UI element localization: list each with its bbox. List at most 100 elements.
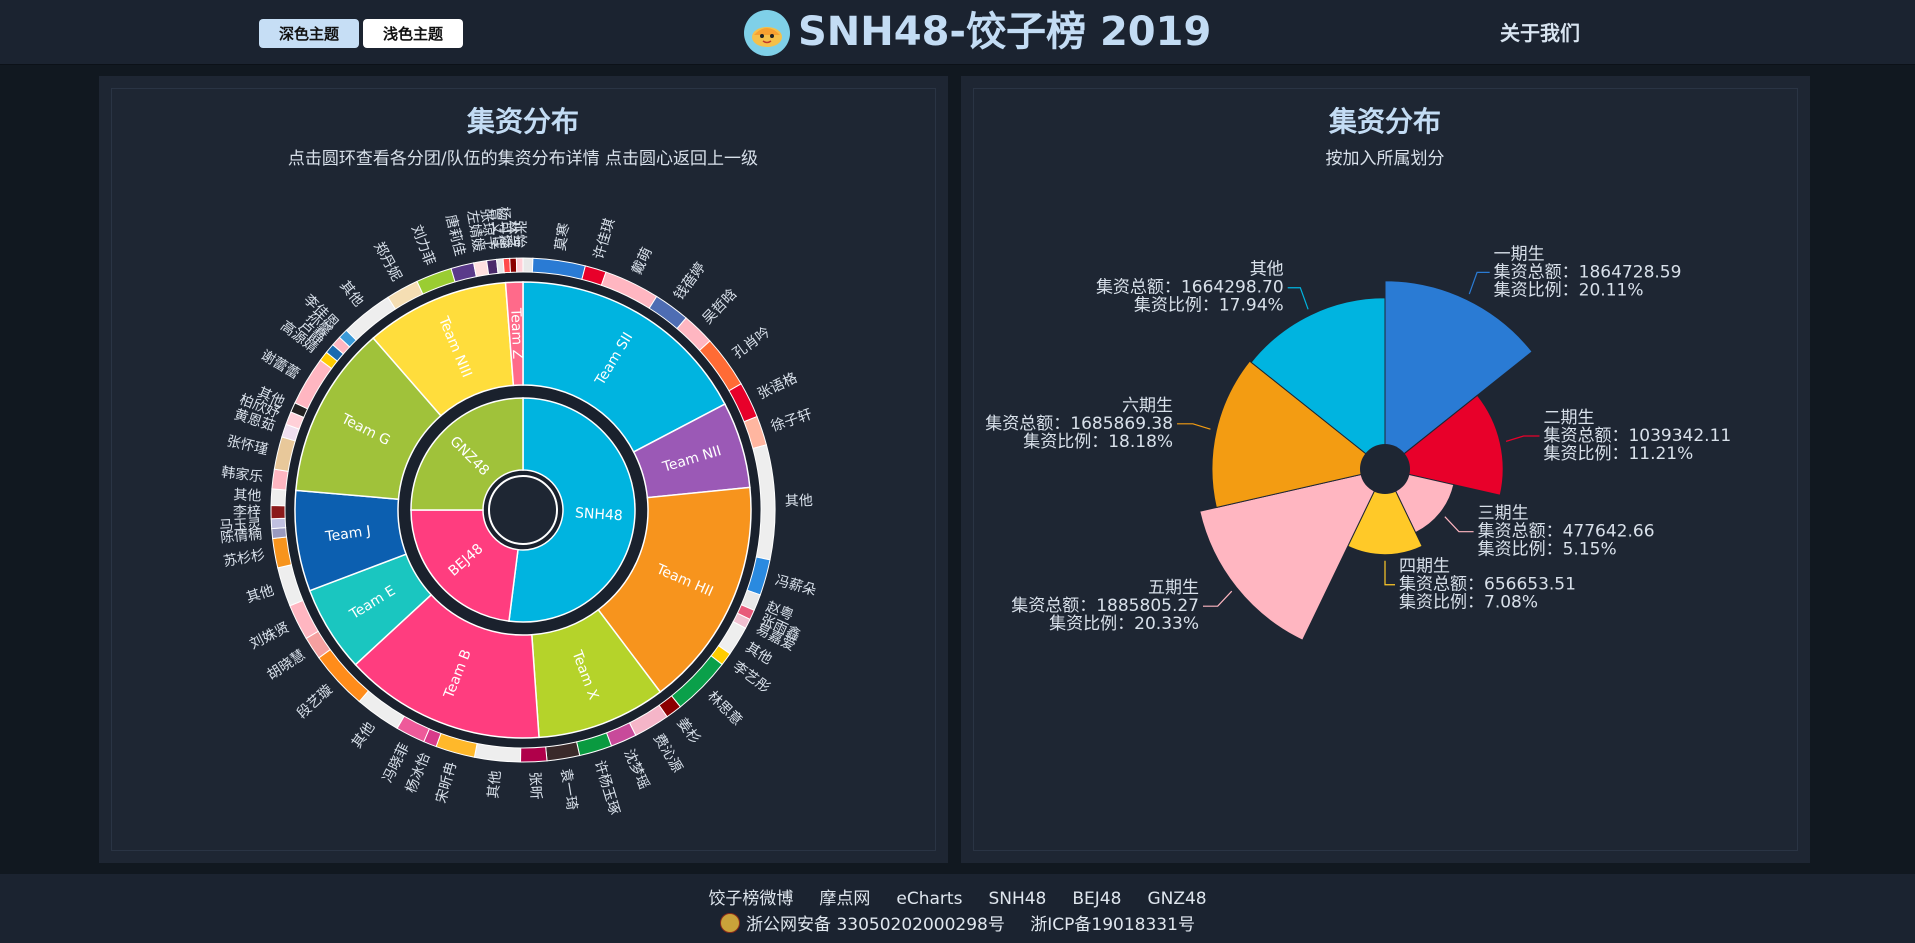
sunburst-member-label: 费沁源: [650, 731, 685, 775]
dark-theme-button[interactable]: 深色主题: [259, 19, 359, 48]
chart-title: 集资分布: [1328, 105, 1441, 138]
sunburst-member-label: 林芝: [504, 220, 521, 249]
sunburst-group-segment[interactable]: [508, 397, 636, 623]
sunburst-chart[interactable]: 集资分布 点击圆环查看各分团/队伍的集资分布详情 点击圆心返回上一级 SNH48…: [99, 76, 948, 863]
sunburst-member-label: 林思意: [704, 687, 746, 729]
rose-leader-line: [1202, 590, 1233, 607]
sunburst-team-segment-label: Team Z: [507, 307, 525, 360]
rose-slice-name: 二期生: [1543, 408, 1594, 428]
sunburst-group-segment-label: SNH48: [575, 505, 624, 524]
rose-pie-chart[interactable]: 集资分布 按加入所属划分 一期生集资总额：1864728.59集资比例：20.1…: [961, 76, 1810, 863]
sunburst-member-label: 徐子轩: [769, 407, 814, 435]
sunburst-member-label: 其他: [785, 493, 813, 510]
sunburst-member-label: 谢蕾蕾: [258, 347, 302, 382]
rose-slice-name: 六期生: [1122, 396, 1173, 416]
rose-leader-line: [1468, 271, 1490, 295]
sunburst-member-label: 张琼予: [477, 207, 498, 251]
rose-slice[interactable]: [1250, 297, 1386, 471]
sunburst-member-segment[interactable]: [522, 257, 534, 273]
footer-link[interactable]: 摩点网: [819, 889, 871, 909]
sunburst-member-label: 韩家乐: [220, 464, 264, 486]
rose-slice-name: 一期生: [1494, 244, 1545, 264]
footer-link[interactable]: BEJ48: [1072, 889, 1122, 909]
sunburst-member-segment[interactable]: [270, 517, 287, 530]
sunburst-panel: 集资分布 点击圆环查看各分团/队伍的集资分布详情 点击圆心返回上一级 SNH48…: [99, 76, 948, 863]
sunburst-member-label: 唐莉佳: [442, 213, 469, 258]
sunburst-group-segment[interactable]: [410, 397, 524, 511]
sunburst-member-label: 宋昕冉: [433, 760, 460, 805]
rose-slice-total: 集资总额：1039342.11: [1543, 426, 1731, 446]
rose-slice-total: 集资总额：1885805.27: [1011, 596, 1199, 616]
footer-link[interactable]: 饺子榜微博: [708, 889, 794, 909]
sunburst-member-label: 张昕: [526, 771, 543, 800]
sunburst-member-label: 冯薪朵: [773, 573, 818, 600]
sunburst-member-segment[interactable]: [271, 527, 288, 540]
sunburst-member-label: 苏杉杉: [222, 547, 266, 570]
rose-slice[interactable]: [1211, 360, 1387, 509]
footer-link[interactable]: eCharts: [896, 889, 963, 909]
sunburst-member-label: 孔肖吟: [730, 324, 773, 362]
sunburst-team-segment[interactable]: [597, 486, 752, 694]
police-record[interactable]: 浙公网安备 33050202000298号: [720, 913, 1005, 935]
sunburst-member-label: 段艺璇: [294, 682, 336, 722]
icp-record[interactable]: 浙ICP备19018331号: [1030, 915, 1195, 935]
rose-slice-ratio: 集资比例：5.15%: [1478, 540, 1617, 560]
sunburst-member-label: 胡晓慧: [264, 647, 308, 683]
rose-slice-total: 集资总额：656653.51: [1399, 575, 1576, 595]
sunburst-group-segment[interactable]: [410, 509, 519, 622]
rose-slice-name: 三期生: [1478, 504, 1529, 524]
rose-leader-line: [1177, 423, 1211, 430]
rose-slice[interactable]: [1384, 280, 1533, 471]
sunburst-member-segment[interactable]: [472, 260, 490, 278]
sunburst-member-label: 许杨玉琢: [591, 759, 622, 817]
rose-slice[interactable]: [1383, 394, 1504, 496]
sunburst-member-label: 刘力菲: [408, 223, 438, 268]
sunburst-member-label: 郑丹妮: [370, 239, 404, 284]
sunburst-member-segment[interactable]: [270, 504, 286, 520]
sunburst-member-label: 张怡: [511, 220, 527, 248]
sunburst-member-label: 其他: [486, 770, 505, 799]
rose-slice-name: 四期生: [1399, 557, 1450, 577]
rose-slice-ratio: 集资比例：7.08%: [1399, 593, 1538, 613]
chart-subtitle: 点击圆环查看各分团/队伍的集资分布详情 点击圆心返回上一级: [288, 149, 758, 169]
rose-slice-name: 五期生: [1148, 578, 1199, 598]
footer-link[interactable]: SNH48: [988, 889, 1047, 909]
sunburst-member-label: 其他: [336, 278, 366, 310]
sunburst-team-segment[interactable]: [504, 281, 524, 387]
footer-records: 浙公网安备 33050202000298号 浙ICP备19018331号: [0, 910, 1915, 935]
rose-slice-total: 集资总额：1664298.70: [1096, 278, 1284, 298]
police-badge-icon: [720, 913, 741, 933]
sunburst-member-segment[interactable]: [270, 488, 287, 507]
light-theme-button[interactable]: 浅色主题: [363, 19, 463, 48]
chart-title: 集资分布: [466, 105, 579, 138]
sunburst-member-label: 袁一琦: [557, 767, 580, 811]
sunburst-member-segment[interactable]: [515, 257, 524, 273]
rose-slice-ratio: 集资比例：20.33%: [1049, 614, 1199, 634]
sunburst-member-segment[interactable]: [509, 257, 518, 273]
rose-slice[interactable]: [1199, 468, 1386, 641]
rose-slice-ratio: 集资比例：11.21%: [1543, 444, 1693, 464]
rose-center-hole: [1360, 444, 1410, 494]
site-title: SNH48-饺子榜 2019: [798, 9, 1212, 55]
sunburst-member-label: 刘姝贤: [247, 620, 292, 653]
about-us-link[interactable]: 关于我们: [1500, 21, 1580, 45]
sunburst-member-label: 莫寒: [552, 222, 573, 252]
rose-slice-total: 集资总额：1685869.38: [985, 414, 1173, 434]
site-logo-icon[interactable]: [742, 9, 792, 57]
chart-subtitle: 按加入所属划分: [1326, 149, 1445, 169]
sunburst-member-segment[interactable]: [520, 746, 548, 763]
rose-leader-line: [1287, 287, 1309, 310]
rose-slice-name: 其他: [1250, 260, 1284, 280]
rose-slice-ratio: 集资比例：17.94%: [1134, 296, 1284, 316]
sunburst-member-label: 许佳琪: [591, 217, 618, 262]
sunburst-center[interactable]: [488, 475, 558, 545]
rose-leader-line: [1505, 435, 1540, 442]
footer-link[interactable]: GNZ48: [1147, 889, 1207, 909]
sunburst-member-label: 马玉灵: [219, 516, 262, 534]
rose-leader-line: [1384, 560, 1395, 586]
sunburst-member-label: 沈梦瑶: [620, 747, 651, 792]
sunburst-member-label: 姜杉: [673, 715, 703, 747]
sunburst-team-segment[interactable]: [522, 281, 726, 453]
rose-slice-total: 集资总额：1864728.59: [1494, 262, 1682, 282]
sunburst-member-segment[interactable]: [271, 468, 289, 491]
